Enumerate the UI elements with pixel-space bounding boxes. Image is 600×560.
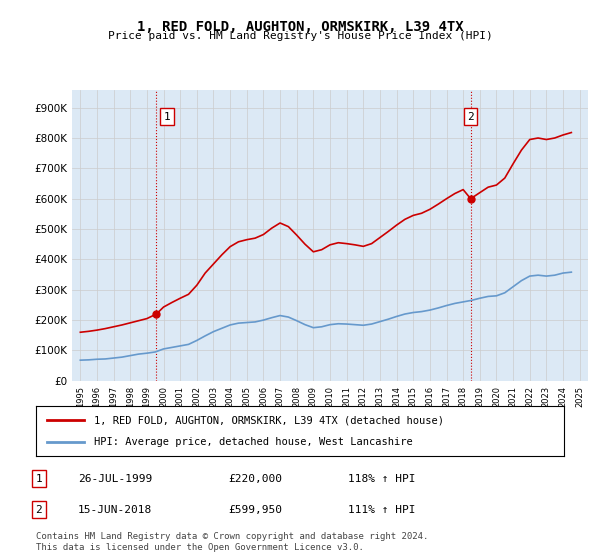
Text: 118% ↑ HPI: 118% ↑ HPI [348,474,415,484]
Text: HPI: Average price, detached house, West Lancashire: HPI: Average price, detached house, West… [94,437,413,447]
Text: 1: 1 [35,474,43,484]
Text: 2: 2 [467,112,474,122]
Text: 111% ↑ HPI: 111% ↑ HPI [348,505,415,515]
Text: 15-JUN-2018: 15-JUN-2018 [78,505,152,515]
Text: 2: 2 [35,505,43,515]
Text: £220,000: £220,000 [228,474,282,484]
Text: 1: 1 [164,112,170,122]
Text: Contains HM Land Registry data © Crown copyright and database right 2024.
This d: Contains HM Land Registry data © Crown c… [36,532,428,552]
Text: Price paid vs. HM Land Registry's House Price Index (HPI): Price paid vs. HM Land Registry's House … [107,31,493,41]
Text: 26-JUL-1999: 26-JUL-1999 [78,474,152,484]
Text: 1, RED FOLD, AUGHTON, ORMSKIRK, L39 4TX (detached house): 1, RED FOLD, AUGHTON, ORMSKIRK, L39 4TX … [94,415,444,425]
Text: £599,950: £599,950 [228,505,282,515]
Text: 1, RED FOLD, AUGHTON, ORMSKIRK, L39 4TX: 1, RED FOLD, AUGHTON, ORMSKIRK, L39 4TX [137,20,463,34]
